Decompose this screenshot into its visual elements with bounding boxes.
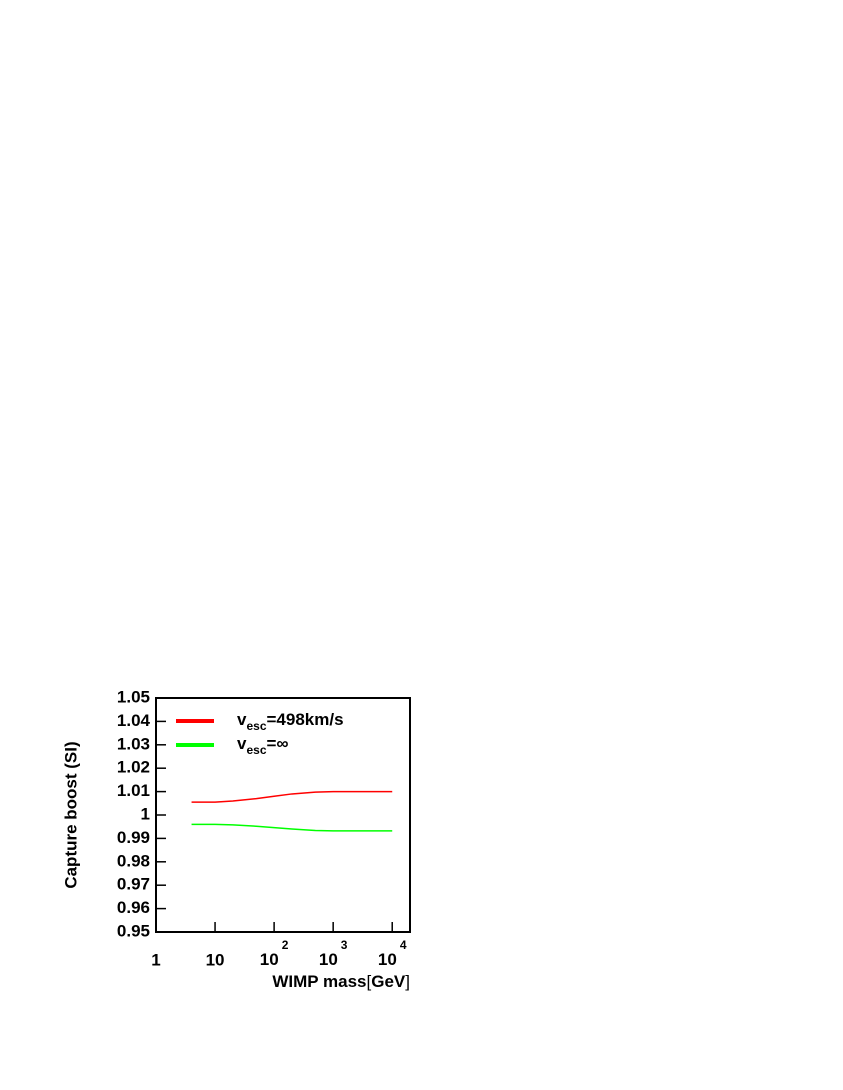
series-line bbox=[191, 823, 393, 832]
x-tick-base: 10 bbox=[319, 950, 338, 969]
y-tick-label: 1.01 bbox=[117, 781, 150, 800]
y-tick-label: 1.03 bbox=[117, 734, 150, 753]
y-tick-label: 0.99 bbox=[117, 828, 150, 847]
legend-label-part: v bbox=[237, 734, 247, 753]
x-tick-exponent: 2 bbox=[282, 938, 289, 952]
legend-label-sub: esc bbox=[246, 743, 266, 757]
y-tick-label: 0.97 bbox=[117, 875, 150, 894]
y-tick-label: 1.02 bbox=[117, 758, 150, 777]
x-tick-label: 104 bbox=[378, 938, 407, 969]
x-axis-title-part: GeV bbox=[371, 972, 406, 991]
y-tick-label: 1.05 bbox=[117, 687, 150, 706]
x-tick-base: 10 bbox=[260, 950, 279, 969]
x-axis-title-part: [ bbox=[367, 972, 372, 991]
series-line bbox=[191, 790, 393, 803]
y-tick-label: 1 bbox=[141, 804, 150, 823]
x-tick-base: 10 bbox=[378, 950, 397, 969]
x-axis-title: WIMP mass[GeV] bbox=[272, 972, 410, 991]
y-tick-label: 1.04 bbox=[117, 711, 151, 730]
x-tick-label: 103 bbox=[319, 938, 348, 969]
legend-label-part: =∞ bbox=[267, 734, 289, 753]
x-tick-label: 10 bbox=[206, 950, 225, 969]
x-axis-title-part: WIMP mass bbox=[272, 972, 366, 991]
plot-frame bbox=[155, 697, 411, 933]
x-axis-title-part: ] bbox=[405, 972, 410, 991]
x-tick-label: 102 bbox=[260, 938, 289, 969]
legend-label: vesc=∞ bbox=[237, 734, 289, 757]
legend-label-sub: esc bbox=[246, 719, 266, 733]
x-tick-exponent: 3 bbox=[341, 938, 348, 952]
y-tick-label: 0.96 bbox=[117, 898, 150, 917]
y-axis-title: Capture boost (SI) bbox=[61, 741, 80, 888]
legend-label: vesc=498km/s bbox=[237, 710, 344, 733]
x-tick-exponent: 4 bbox=[400, 938, 407, 952]
y-tick-label: 0.95 bbox=[117, 921, 150, 940]
y-tick-label: 0.98 bbox=[117, 851, 150, 870]
legend-label-part: v bbox=[237, 710, 247, 729]
x-tick-label: 1 bbox=[151, 950, 160, 969]
legend-label-part: =498km/s bbox=[267, 710, 344, 729]
